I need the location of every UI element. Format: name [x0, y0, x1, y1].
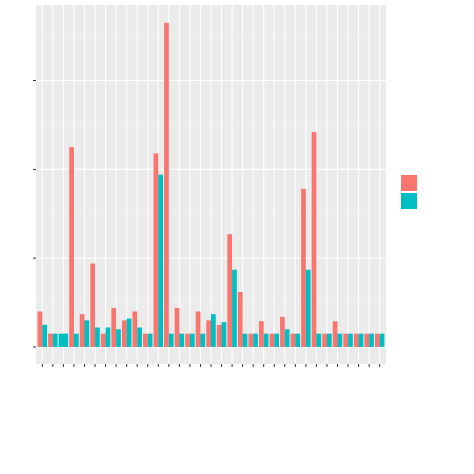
bar-series_a [90, 263, 96, 347]
bar-series_b [200, 333, 206, 347]
bar-series_b [179, 333, 185, 347]
bar-series_a [322, 333, 327, 347]
bar-series_b [253, 333, 258, 347]
bar-series_a [216, 324, 222, 347]
bar-series_b [189, 333, 195, 347]
bar-series_a [37, 311, 43, 347]
bar-series_b [147, 333, 153, 347]
bar-series_a [174, 307, 180, 347]
bar-series_a [185, 333, 190, 347]
bar-series_a [332, 321, 338, 347]
bar-series_b [105, 327, 111, 347]
bar-series_b [158, 174, 164, 347]
bar-series_a [248, 333, 254, 347]
bar-series_b [337, 333, 343, 347]
bar-series_a [206, 320, 211, 347]
bar-series_b [305, 269, 311, 347]
bar-series_b [95, 327, 100, 347]
bar-series_b [126, 318, 132, 347]
legend [401, 175, 417, 211]
bar-series_b [263, 333, 269, 347]
bar-series_a [343, 333, 349, 347]
bar-series_b [326, 333, 332, 347]
bar-series_a [227, 234, 233, 347]
bar-series_b [221, 322, 227, 347]
legend-key-series-a [401, 175, 417, 191]
bar-series_b [284, 329, 290, 347]
bar-series_b [358, 333, 364, 347]
bar-series_a [164, 22, 169, 347]
bar-series_b [369, 333, 374, 347]
bar-series_a [374, 333, 380, 347]
bar-series_a [121, 320, 127, 347]
bar-series_a [195, 311, 201, 347]
bar-series_b [242, 333, 248, 347]
bars [37, 22, 385, 347]
bar-series_b [168, 333, 174, 347]
bar-series_a [111, 307, 117, 347]
bar-series_a [311, 132, 317, 347]
bar-series_a [269, 333, 275, 347]
bar-series_a [143, 333, 148, 347]
bar-series_b [84, 320, 90, 347]
bar-series_b [379, 333, 385, 347]
bar-series_a [280, 316, 285, 347]
legend-key-series-b [401, 193, 417, 209]
bar-series_b [73, 333, 79, 347]
bar-series_a [258, 321, 264, 347]
bar-series_a [79, 314, 85, 347]
bar-series_b [116, 329, 121, 347]
bar-series_a [132, 311, 138, 347]
bar-series_a [353, 333, 359, 347]
bar-series_a [237, 291, 243, 347]
bar-series_a [301, 188, 306, 347]
bar-series_a [364, 333, 370, 347]
bar-series_a [100, 333, 106, 347]
bar-series_b [58, 333, 69, 347]
bar-series_b [295, 333, 301, 347]
bar-series_a [48, 333, 53, 347]
bar-series_a [69, 147, 74, 347]
bar-series_b [348, 333, 353, 347]
bar-series_a [290, 333, 296, 347]
bar-series_b [274, 333, 279, 347]
bar-series_b [316, 333, 322, 347]
bar-series_b [211, 314, 216, 347]
bar-series_b [42, 324, 48, 347]
bar-series_b [137, 327, 142, 347]
bar-series_b [232, 269, 237, 347]
bar-series_a [153, 153, 159, 347]
x-axis-ticks [41, 364, 381, 367]
bar-series_b [52, 333, 58, 347]
y-axis-ticks [33, 80, 36, 348]
